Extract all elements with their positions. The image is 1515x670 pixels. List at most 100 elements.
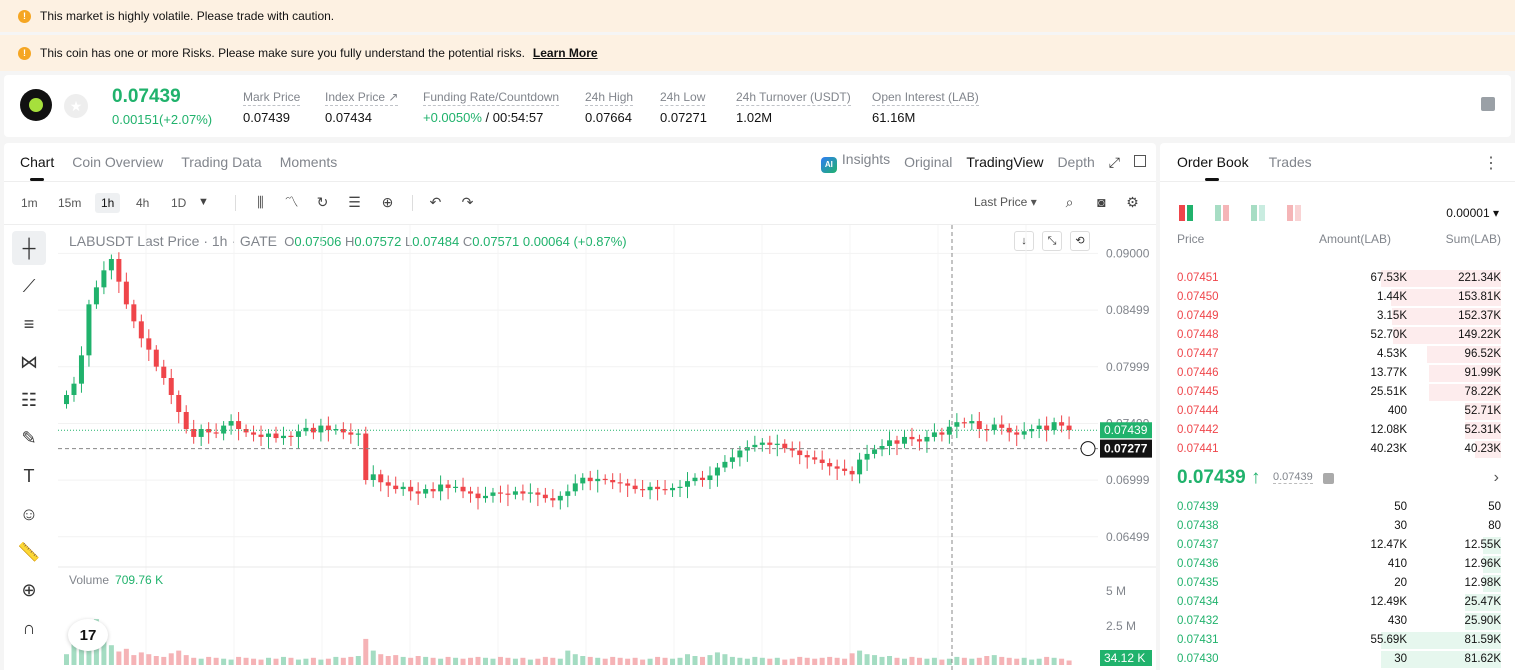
- candle-body: [670, 487, 676, 491]
- candle-body: [625, 483, 631, 486]
- camera-icon[interactable]: ◙: [1097, 194, 1106, 210]
- volume-bar: [670, 658, 676, 665]
- templates-icon[interactable]: ☰: [348, 194, 361, 210]
- emoji-icon[interactable]: ☺: [19, 503, 39, 524]
- ask-row[interactable]: 0.07441 40.23K 40.23K: [1160, 440, 1515, 459]
- candle-body: [490, 492, 496, 496]
- stat-index-price[interactable]: Index Price ↗ 0.07434: [325, 90, 399, 125]
- search-icon[interactable]: ⌕: [1065, 194, 1074, 210]
- fullscreen-icon[interactable]: [1134, 154, 1146, 170]
- volume-bar: [767, 658, 773, 665]
- view-original[interactable]: Original: [904, 154, 953, 170]
- volume-bar: [931, 657, 937, 665]
- ruler-icon[interactable]: 📏: [17, 541, 41, 562]
- bid-row[interactable]: 0.07430 30 81.62K: [1160, 650, 1515, 669]
- bid-row[interactable]: 0.07439 50 50: [1160, 498, 1515, 517]
- magnet-icon[interactable]: ∩: [22, 617, 36, 638]
- chevron-right-icon[interactable]: ›: [1493, 469, 1499, 486]
- order-amount: 52.70K: [1370, 329, 1407, 341]
- indicators-icon[interactable]: 〽: [284, 194, 299, 210]
- chevron-down-icon[interactable]: ▼: [198, 196, 209, 208]
- redo-icon[interactable]: ↷: [461, 194, 474, 210]
- brush-icon[interactable]: ✎: [21, 427, 37, 448]
- guide-book-icon[interactable]: [1481, 97, 1495, 111]
- ask-row[interactable]: 0.07444 400 52.71K: [1160, 402, 1515, 421]
- bid-row[interactable]: 0.07435 20 12.98K: [1160, 574, 1515, 593]
- volume-bar: [123, 648, 129, 665]
- price-type-select[interactable]: Last Price ▾: [974, 195, 1037, 209]
- view-both-icon[interactable]: [1179, 205, 1195, 221]
- zoom-in-icon[interactable]: ⊕: [21, 579, 37, 600]
- bid-row[interactable]: 0.07438 30 80: [1160, 517, 1515, 536]
- tab-trades[interactable]: Trades: [1268, 154, 1312, 170]
- precision-select[interactable]: 0.00001 ▾: [1446, 206, 1499, 220]
- bid-row[interactable]: 0.07434 12.49K 25.47K: [1160, 593, 1515, 612]
- tab-coin-overview[interactable]: Coin Overview: [72, 154, 164, 170]
- gear-icon[interactable]: ⚙: [1126, 194, 1139, 210]
- pattern-icon[interactable]: ⋈: [20, 351, 38, 372]
- ask-row[interactable]: 0.07451 67.53K 221.34K: [1160, 269, 1515, 288]
- candle-body: [864, 453, 870, 460]
- order-price: 0.07438: [1177, 520, 1219, 532]
- volume-bar: [625, 658, 631, 665]
- tab-moments[interactable]: Moments: [279, 154, 338, 170]
- view-bids-icon[interactable]: [1251, 205, 1267, 221]
- expand-icon[interactable]: ⤢: [1108, 153, 1120, 170]
- ask-row[interactable]: 0.07450 1.44K 153.81K: [1160, 288, 1515, 307]
- candle-body: [976, 421, 982, 429]
- tab-order-book[interactable]: Order Book: [1177, 143, 1249, 181]
- order-amount: 400: [1387, 405, 1407, 417]
- view-depth[interactable]: Depth: [1057, 154, 1095, 170]
- risk-text: This coin has one or more Risks. Please …: [40, 46, 525, 60]
- tab-chart[interactable]: Chart: [20, 143, 54, 181]
- coin-logo-icon: [20, 89, 52, 121]
- depth-bar: [1465, 422, 1501, 439]
- add-alert-icon[interactable]: ⊕: [381, 194, 394, 210]
- volume-bar: [161, 656, 167, 665]
- ask-row[interactable]: 0.07446 13.77K 91.99K: [1160, 364, 1515, 383]
- timeframe-15m[interactable]: 15m: [58, 196, 82, 210]
- ask-row[interactable]: 0.07445 25.51K 78.22K: [1160, 383, 1515, 402]
- reset-icon[interactable]: ⟲: [1070, 231, 1090, 251]
- symbol-label: LABUSDT Last Price · 1h · GATE: [69, 233, 277, 249]
- volume-bar: [138, 652, 144, 665]
- replay-icon[interactable]: ↻: [316, 194, 329, 210]
- view-bids-asks-icon[interactable]: [1215, 205, 1231, 221]
- ask-row[interactable]: 0.07448 52.70K 149.22K: [1160, 326, 1515, 345]
- order-sum: 96.52K: [1464, 348, 1501, 360]
- undo-icon[interactable]: ↶: [429, 194, 442, 210]
- timeframe-4h[interactable]: 4h: [136, 196, 150, 210]
- candle-body: [527, 492, 533, 494]
- favorite-star-icon[interactable]: ★: [64, 94, 88, 118]
- candle-body: [333, 429, 339, 431]
- timeframe-1m[interactable]: 1m: [21, 196, 38, 210]
- view-asks-icon[interactable]: [1287, 205, 1303, 221]
- collapse-icon[interactable]: ⤡: [1042, 231, 1062, 251]
- ask-row[interactable]: 0.07449 3.15K 152.37K: [1160, 307, 1515, 326]
- order-amount: 30: [1394, 653, 1407, 665]
- candle-body: [572, 483, 578, 492]
- arrow-down-icon[interactable]: ↓: [1014, 231, 1034, 251]
- trend-line-icon[interactable]: ⟋: [22, 275, 36, 296]
- bid-row[interactable]: 0.07432 430 25.90K: [1160, 612, 1515, 631]
- candle-body: [64, 395, 69, 405]
- volume-bar: [355, 656, 361, 665]
- bid-row[interactable]: 0.07437 12.47K 12.55K: [1160, 536, 1515, 555]
- crosshair-icon[interactable]: ┼: [12, 231, 46, 265]
- text-icon[interactable]: T: [23, 465, 35, 486]
- fib-icon[interactable]: ☷: [20, 389, 38, 410]
- learn-more-link[interactable]: Learn More: [532, 46, 598, 60]
- price-chart[interactable]: 0.090000.084990.079990.074990.069990.064…: [58, 225, 1156, 670]
- timeframe-1d[interactable]: 1D: [171, 196, 187, 210]
- insights-button[interactable]: AI Insights: [820, 151, 890, 173]
- horizontal-lines-icon[interactable]: ≡: [23, 313, 35, 334]
- candle-type-icon[interactable]: ⫼: [257, 194, 264, 210]
- ask-row[interactable]: 0.07447 4.53K 96.52K: [1160, 345, 1515, 364]
- timeframe-1h[interactable]: 1h: [95, 193, 121, 213]
- bid-row[interactable]: 0.07431 55.69K 81.59K: [1160, 631, 1515, 650]
- bid-row[interactable]: 0.07436 410 12.96K: [1160, 555, 1515, 574]
- tab-trading-data[interactable]: Trading Data: [181, 154, 262, 170]
- more-icon[interactable]: ⋮: [1483, 155, 1499, 172]
- view-tradingview[interactable]: TradingView: [966, 154, 1044, 170]
- ask-row[interactable]: 0.07442 12.08K 52.31K: [1160, 421, 1515, 440]
